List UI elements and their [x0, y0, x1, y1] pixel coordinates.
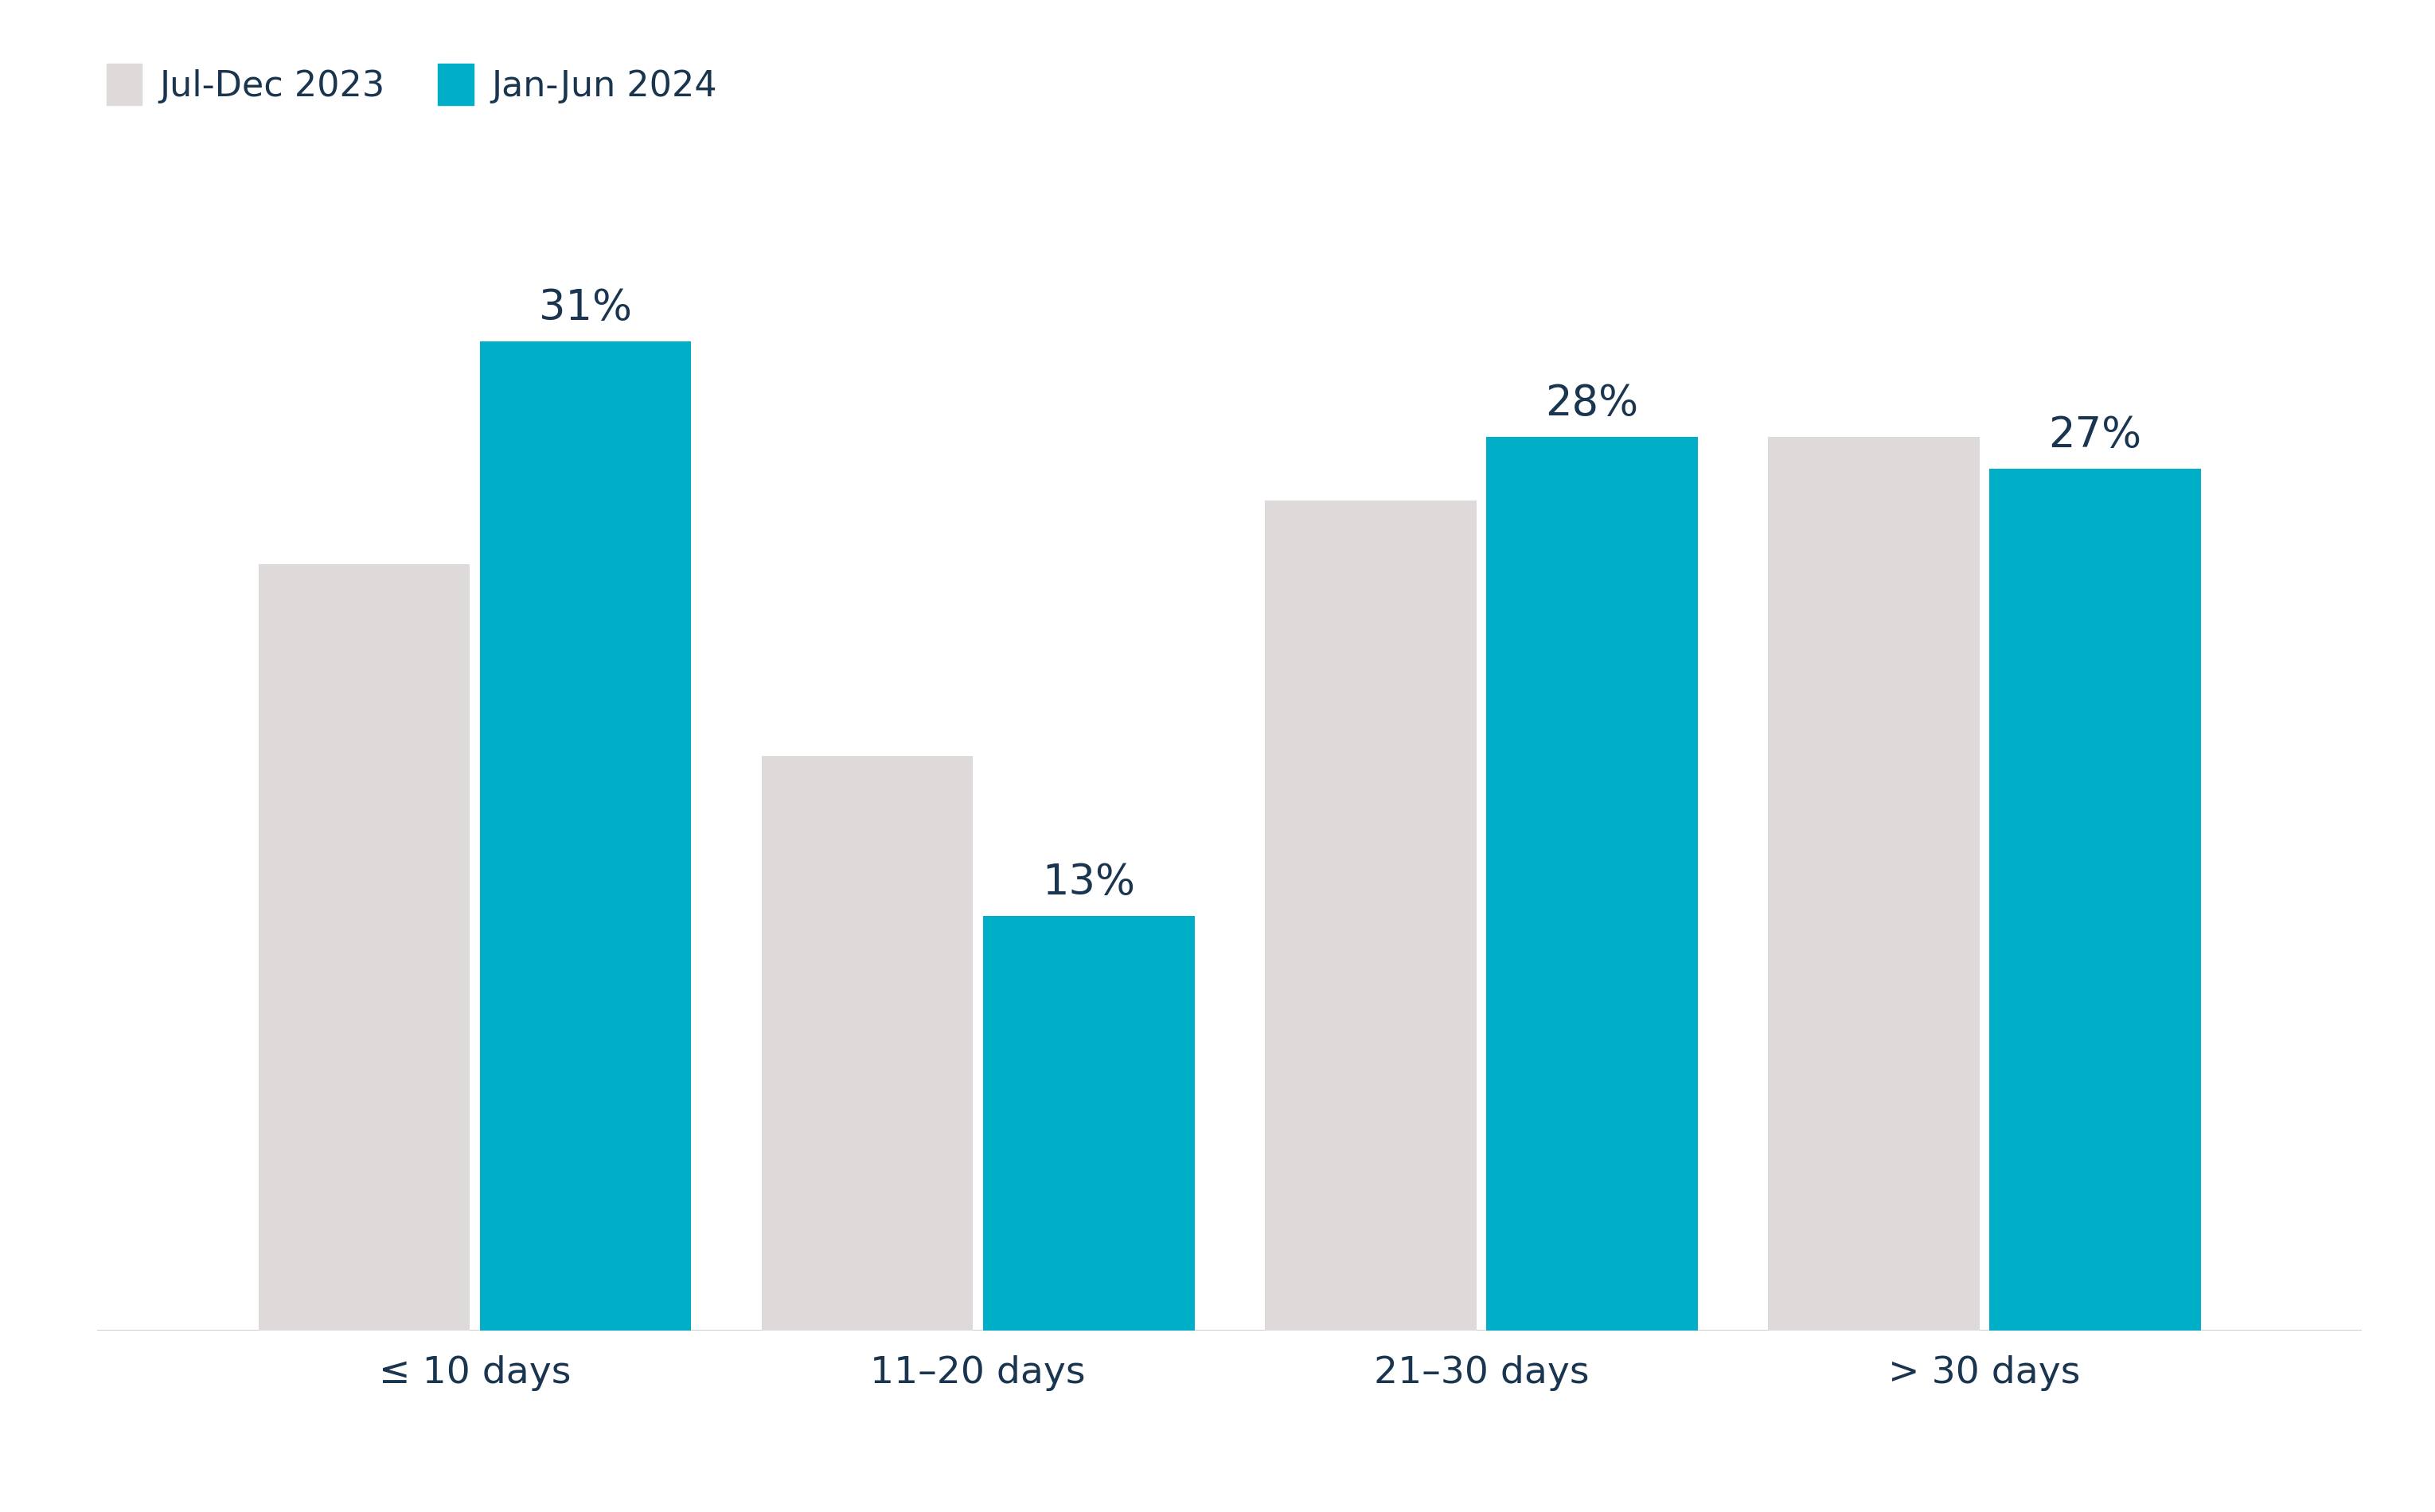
Text: 28%: 28% — [1546, 383, 1639, 423]
Text: 31%: 31% — [538, 287, 633, 328]
Bar — [762, 756, 974, 1331]
Legend: Jul-Dec 2023, Jan-Jun 2024: Jul-Dec 2023, Jan-Jun 2024 — [93, 50, 730, 119]
Bar — [1485, 437, 1697, 1331]
Text: 27%: 27% — [2048, 414, 2143, 457]
Bar — [984, 916, 1196, 1331]
Text: 13%: 13% — [1042, 862, 1135, 903]
Bar — [1768, 437, 1980, 1331]
Bar — [258, 564, 470, 1331]
Bar — [480, 342, 692, 1331]
Bar — [1989, 469, 2201, 1331]
Bar — [1264, 500, 1476, 1331]
